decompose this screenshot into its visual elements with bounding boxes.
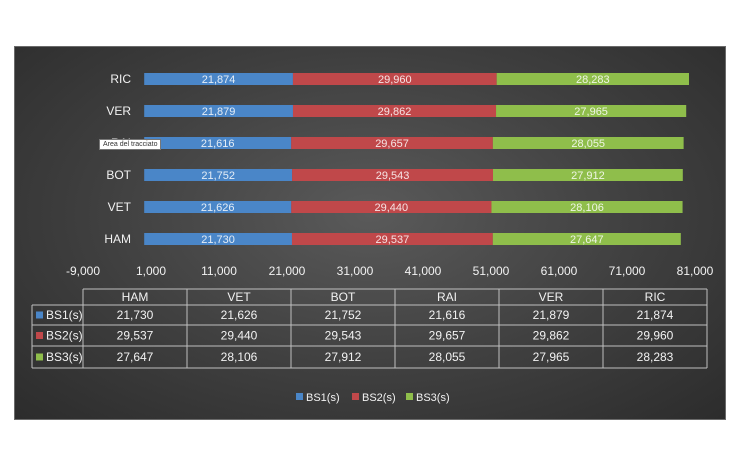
table-cell: 27,647 [117,350,154,364]
data-label: 21,879 [202,106,236,118]
table-cell: 21,879 [533,308,570,322]
table-cell: 28,055 [429,350,466,364]
category-label: VET [108,200,132,214]
table-cell: 29,657 [429,329,466,343]
table-series-label: BS3(s) [46,350,83,364]
table-header-cell: HAM [122,290,149,304]
chart-area[interactable]: HAM 21,730 29,537 27,647 VET 21,626 29,440 28,1… [14,46,726,420]
data-label: 27,912 [571,170,605,182]
x-tick-label: 61,000 [541,264,578,278]
bar-bs1s-bot [144,169,293,181]
table-cell: 27,912 [325,350,362,364]
bar-bs1s-ham [144,233,292,245]
data-label: 21,616 [201,138,235,150]
bar-bs1s-ver [144,105,293,117]
plot-area-tooltip: Area del tracciato [99,139,162,150]
table-header-cell: VET [227,290,251,304]
table-header-cell: BOT [331,290,356,304]
bar-bs2s-vet [291,201,492,213]
x-tick-label: 41,000 [405,264,442,278]
x-tick-label: 51,000 [473,264,510,278]
table-header-cell: VER [539,290,564,304]
table-cell: 29,440 [221,329,258,343]
data-label: 29,657 [375,138,409,150]
data-label: 29,862 [378,106,412,118]
table-cell: 29,862 [533,329,570,343]
table-cell: 27,965 [533,350,570,364]
table-cell: 21,752 [325,308,362,322]
bar-bs3s-rai [492,137,684,149]
table-cell: 28,283 [637,350,674,364]
legend-key [296,393,303,400]
data-label: 27,647 [570,234,604,246]
table-header-cell: RAI [437,290,457,304]
bar-bs3s-ric [496,73,689,85]
data-label: 29,543 [376,170,410,182]
category-label: BOT [106,168,131,182]
bar-bs2s-ric [292,73,497,85]
bar-bs3s-bot [493,169,683,181]
legend-label: BS1(s) [306,392,340,404]
data-label: 28,055 [571,138,605,150]
chart-svg: HAM 21,730 29,537 27,647 VET 21,626 29,440 28,1… [31,72,714,404]
bar-bs1s-ric [144,73,293,85]
bar-bs2s-ver [292,105,497,117]
data-label: 21,730 [201,234,235,246]
table-legend-key [36,311,43,319]
table-cell: 29,543 [325,329,362,343]
category-label: RIC [110,72,131,86]
table-header-cell: RIC [645,290,666,304]
bar-bs3s-ham [492,233,681,245]
legend-key [406,393,413,400]
bar-bs2s-ham [291,233,493,245]
x-tick-label: 21,000 [269,264,306,278]
data-label: 28,106 [570,202,604,214]
table-series-label: BS2(s) [46,329,83,343]
x-tick-label: 71,000 [609,264,646,278]
table-cell: 29,537 [117,329,154,343]
bar-bs3s-vet [491,201,683,213]
legend-key [352,393,359,400]
table-series-label: BS1(s) [46,308,83,322]
table-cell: 21,730 [117,308,154,322]
legend-label: BS3(s) [416,392,450,404]
legend-label: BS2(s) [362,392,396,404]
x-tick-label: 11,000 [201,264,237,278]
data-label: 28,283 [576,74,610,86]
data-label: 29,960 [378,74,412,86]
x-tick-label: 1,000 [136,264,166,278]
table-cell: 21,616 [429,308,466,322]
bar-bs2s-bot [292,169,494,181]
x-tick-label: 31,000 [337,264,374,278]
data-label: 21,626 [201,202,235,214]
x-tick-label: -9,000 [66,264,100,278]
table-cell: 21,874 [637,308,674,322]
bar-bs1s-vet [144,201,292,213]
bar-bs3s-ver [496,105,687,117]
data-label: 29,440 [375,202,409,214]
category-label: HAM [104,232,131,246]
data-label: 29,537 [376,234,410,246]
table-legend-key [36,332,43,339]
data-label: 27,965 [574,106,608,118]
table-cell: 28,106 [221,350,258,364]
x-tick-label: 81,000 [677,264,714,278]
bar-bs1s-rai [144,137,292,149]
category-label: VER [106,104,131,118]
data-label: 21,752 [201,170,235,182]
bar-bs2s-rai [291,137,493,149]
table-cell: 21,626 [221,308,258,322]
table-cell: 29,960 [637,329,674,343]
table-legend-key [36,353,43,361]
data-label: 21,874 [202,74,236,86]
